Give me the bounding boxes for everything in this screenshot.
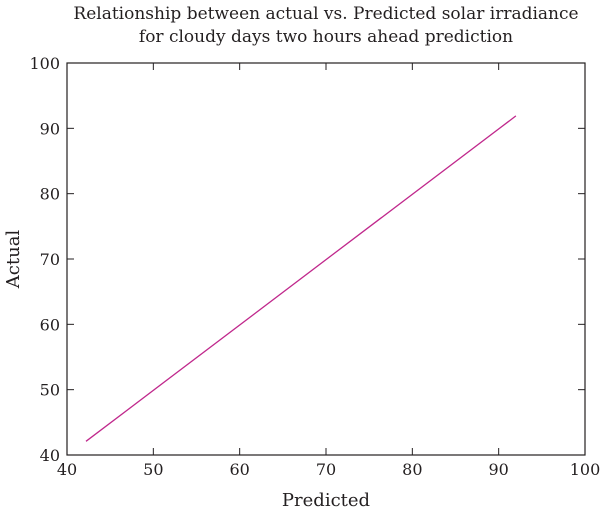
- chart-title-line-1: Relationship between actual vs. Predicte…: [73, 4, 578, 24]
- y-tick-label: 80: [40, 185, 60, 204]
- y-axis: 40 50 60 70 80 90 100: [29, 54, 585, 465]
- chart-title-line-2: for cloudy days two hours ahead predicti…: [139, 27, 513, 47]
- x-tick-label: 60: [229, 460, 249, 479]
- x-tick-label: 100: [570, 460, 600, 479]
- chart-title: Relationship between actual vs. Predicte…: [73, 4, 578, 47]
- x-tick-label: 90: [488, 460, 508, 479]
- y-tick-label: 100: [29, 54, 60, 73]
- y-tick-label: 70: [40, 250, 60, 269]
- y-tick-label: 40: [40, 446, 60, 465]
- x-tick-label: 70: [316, 460, 336, 479]
- y-axis-label: Actual: [3, 230, 24, 290]
- y-tick-label: 90: [40, 119, 60, 138]
- y-tick-label: 50: [40, 381, 60, 400]
- series-layer: [85, 115, 517, 442]
- x-axis-label: Predicted: [282, 490, 370, 511]
- x-axis: 40 50 60 70 80 90 100: [57, 63, 600, 479]
- x-tick-label: 50: [143, 460, 163, 479]
- series-line: [85, 115, 517, 442]
- y-tick-label: 60: [40, 315, 60, 334]
- x-tick-label: 40: [57, 460, 77, 479]
- x-tick-label: 80: [402, 460, 422, 479]
